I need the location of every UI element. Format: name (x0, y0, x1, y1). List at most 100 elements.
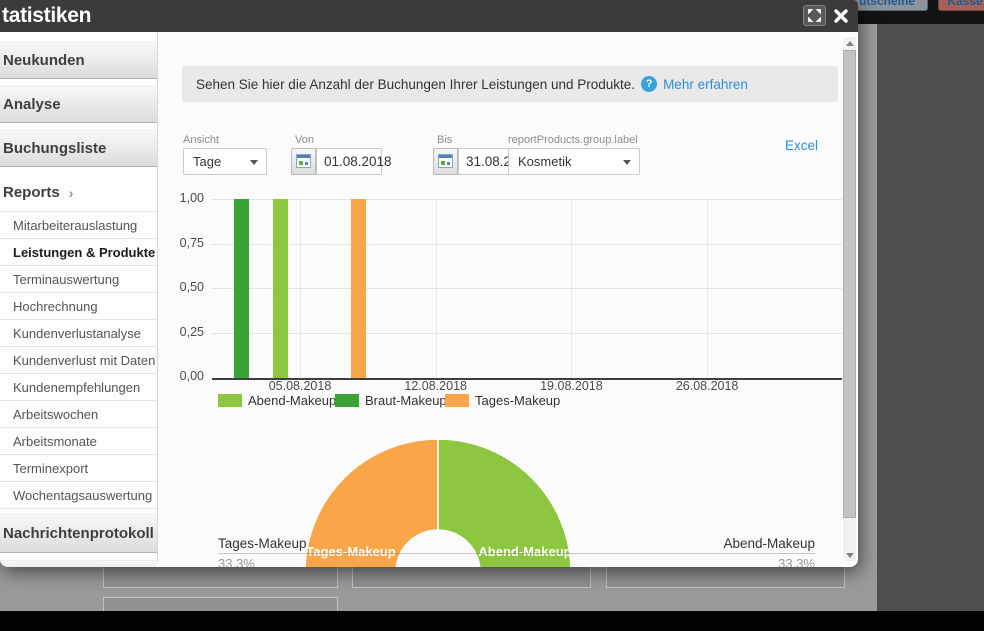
sidebar-item-leistungen-produkte[interactable]: Leistungen & Produkte› (0, 238, 157, 265)
statistics-modal: tatistiken Neukunden Analyse Buchungsliste… (0, 0, 858, 567)
bis-label: Bis (437, 134, 453, 146)
sidebar-section-reports[interactable]: Reports › (0, 174, 157, 211)
sidebar-item-arbeitsmonate[interactable]: Arbeitsmonate (0, 427, 157, 454)
donut-percent-abend: 33,3% (778, 556, 815, 567)
sidebar: Neukunden Analyse Buchungsliste Reports › Mit… (0, 32, 158, 567)
background-dark-panel (877, 10, 984, 611)
calendar-icon (296, 154, 311, 168)
von-date-input[interactable]: 01.08.2018 (316, 148, 392, 175)
gridline-horizontal (212, 243, 842, 245)
nav-button-gutscheine[interactable]: utscheine (846, 0, 928, 11)
donut-outer-label-abend: Abend-Makeup (723, 536, 815, 551)
background-bottom-bar (0, 611, 984, 631)
sidebar-item-arbeitswochen[interactable]: Arbeitswochen (0, 400, 157, 427)
legend-item-tages-makeup: Tages-Makeup (445, 393, 560, 408)
sidebar-section-nachrichtenprotokoll[interactable]: Nachrichtenprotokoll (0, 514, 157, 553)
legend-item-braut-makeup: Braut-Makeup (335, 393, 447, 408)
von-calendar-button[interactable] (291, 148, 316, 175)
help-icon[interactable]: ? (641, 76, 658, 92)
bar-chart-plot (212, 199, 842, 380)
x-axis-tick: 19.08.2018 (540, 379, 603, 393)
donut-percent-tages: 33,3% (218, 556, 255, 567)
gridline-horizontal (212, 288, 842, 289)
group-select[interactable]: Kosmetik (508, 148, 640, 175)
legend-label: Tages-Makeup (475, 393, 561, 408)
triangle-up-icon (845, 40, 854, 46)
gridline-vertical (435, 199, 437, 378)
sidebar-section-label: Neukunden (3, 52, 85, 69)
y-axis-tick: 0,00 (179, 369, 204, 383)
close-icon (833, 8, 848, 23)
sidebar-item-label: Kundenverlust mit Daten (13, 352, 156, 368)
donut-inner-label-tages: Tages-Makeup (306, 544, 396, 559)
expand-button[interactable] (803, 5, 826, 26)
von-label: Von (295, 134, 314, 146)
sidebar-item-terminexport[interactable]: Terminexport (0, 454, 157, 481)
bar-abend-makeup (273, 199, 289, 378)
sidebar-section-label: Nachrichtenprotokoll (3, 525, 154, 542)
gridline-horizontal (212, 332, 842, 334)
chevron-down-icon (250, 160, 258, 165)
sidebar-item-label: Wochentagsauswertung (13, 487, 153, 503)
sidebar-item-terminauswertung[interactable]: Terminauswertung (0, 265, 157, 292)
sidebar-item-label: Kundenverlustanalyse (13, 325, 141, 341)
scrollbar (843, 37, 856, 561)
sidebar-item-kundenverlustanalyse[interactable]: Kundenverlustanalyse (0, 319, 157, 346)
info-text: Sehen Sie hier die Anzahl der Buchungen … (196, 76, 636, 92)
chart-legend: Abend-Makeup Braut-Makeup Tages-Makeup (158, 393, 842, 411)
sidebar-section-label: Buchungsliste (3, 140, 107, 157)
sidebar-section-label: Reports (3, 184, 60, 201)
sidebar-item-kundenverlust-mit-daten[interactable]: Kundenverlust mit Daten (0, 346, 157, 373)
scrollbar-thumb[interactable] (843, 50, 856, 518)
nav-button-kasse[interactable]: Kasse (938, 0, 984, 11)
modal-title: tatistiken (2, 4, 92, 27)
close-button[interactable] (831, 6, 850, 25)
sidebar-section-buchungsliste[interactable]: Buchungsliste (0, 130, 157, 167)
scroll-down-button[interactable] (843, 549, 856, 561)
bar-chart: Abend-Makeup Braut-Makeup Tages-Makeup 1,0… (158, 187, 842, 427)
sidebar-item-label: Terminauswertung (13, 271, 120, 287)
sidebar-section-analyse[interactable]: Analyse (0, 86, 157, 123)
donut-inner-label-abend: Abend-Makeup (478, 544, 572, 559)
y-axis-tick: 0,25 (179, 324, 204, 339)
scroll-up-button[interactable] (843, 37, 856, 49)
bis-calendar-button[interactable] (433, 148, 458, 175)
sidebar-item-mitarbeiterauslastung[interactable]: Mitarbeiterauslastung (0, 211, 157, 238)
excel-export-link[interactable]: Excel (785, 138, 819, 153)
x-axis-tick: 05.08.2018 (268, 379, 332, 393)
donut-outer-label-tages: Tages-Makeup (218, 536, 307, 551)
gridline-vertical (571, 199, 573, 378)
group-label: reportProducts.group.label (508, 134, 638, 146)
legend-label: Abend-Makeup (248, 393, 337, 408)
x-axis-tick: 26.08.2018 (675, 379, 739, 393)
sidebar-section-label: Analyse (3, 96, 61, 113)
gridline-vertical (707, 199, 709, 378)
sidebar-item-label: Mitarbeiterauslastung (13, 217, 138, 233)
learn-more-link[interactable]: Mehr erfahren (663, 76, 748, 92)
report-content: Sehen Sie hier die Anzahl der Buchungen … (158, 32, 842, 567)
bar-tages-makeup (350, 199, 366, 378)
gridline-horizontal (212, 199, 842, 200)
triangle-down-icon (845, 552, 854, 558)
legend-swatch (218, 394, 242, 407)
sidebar-section-partial[interactable] (0, 560, 157, 567)
group-select-value: Kosmetik (518, 154, 572, 169)
chevron-down-icon (623, 160, 631, 165)
sidebar-section-neukunden[interactable]: Neukunden (0, 42, 157, 79)
legend-swatch (445, 394, 469, 407)
sidebar-item-label: Hochrechnung (13, 298, 98, 314)
ansicht-select[interactable]: Tage (183, 148, 267, 175)
sidebar-item-wochentagsauswertung[interactable]: Wochentagsauswertung (0, 481, 157, 508)
expand-icon (808, 9, 821, 22)
sidebar-item-kundenempfehlungen[interactable]: Kundenempfehlungen (0, 373, 157, 400)
donut-leader-line (218, 553, 815, 554)
y-axis-tick: 0,75 (179, 235, 204, 250)
sidebar-item-label: Kundenempfehlungen (13, 379, 141, 395)
info-bar: Sehen Sie hier die Anzahl der Buchungen … (182, 66, 838, 102)
legend-item-abend-makeup: Abend-Makeup (218, 393, 336, 408)
bar-braut-makeup (234, 199, 250, 378)
calendar-icon (438, 154, 453, 168)
sidebar-item-label: Arbeitsmonate (13, 433, 97, 449)
sidebar-item-hochrechnung[interactable]: Hochrechnung (0, 292, 157, 319)
